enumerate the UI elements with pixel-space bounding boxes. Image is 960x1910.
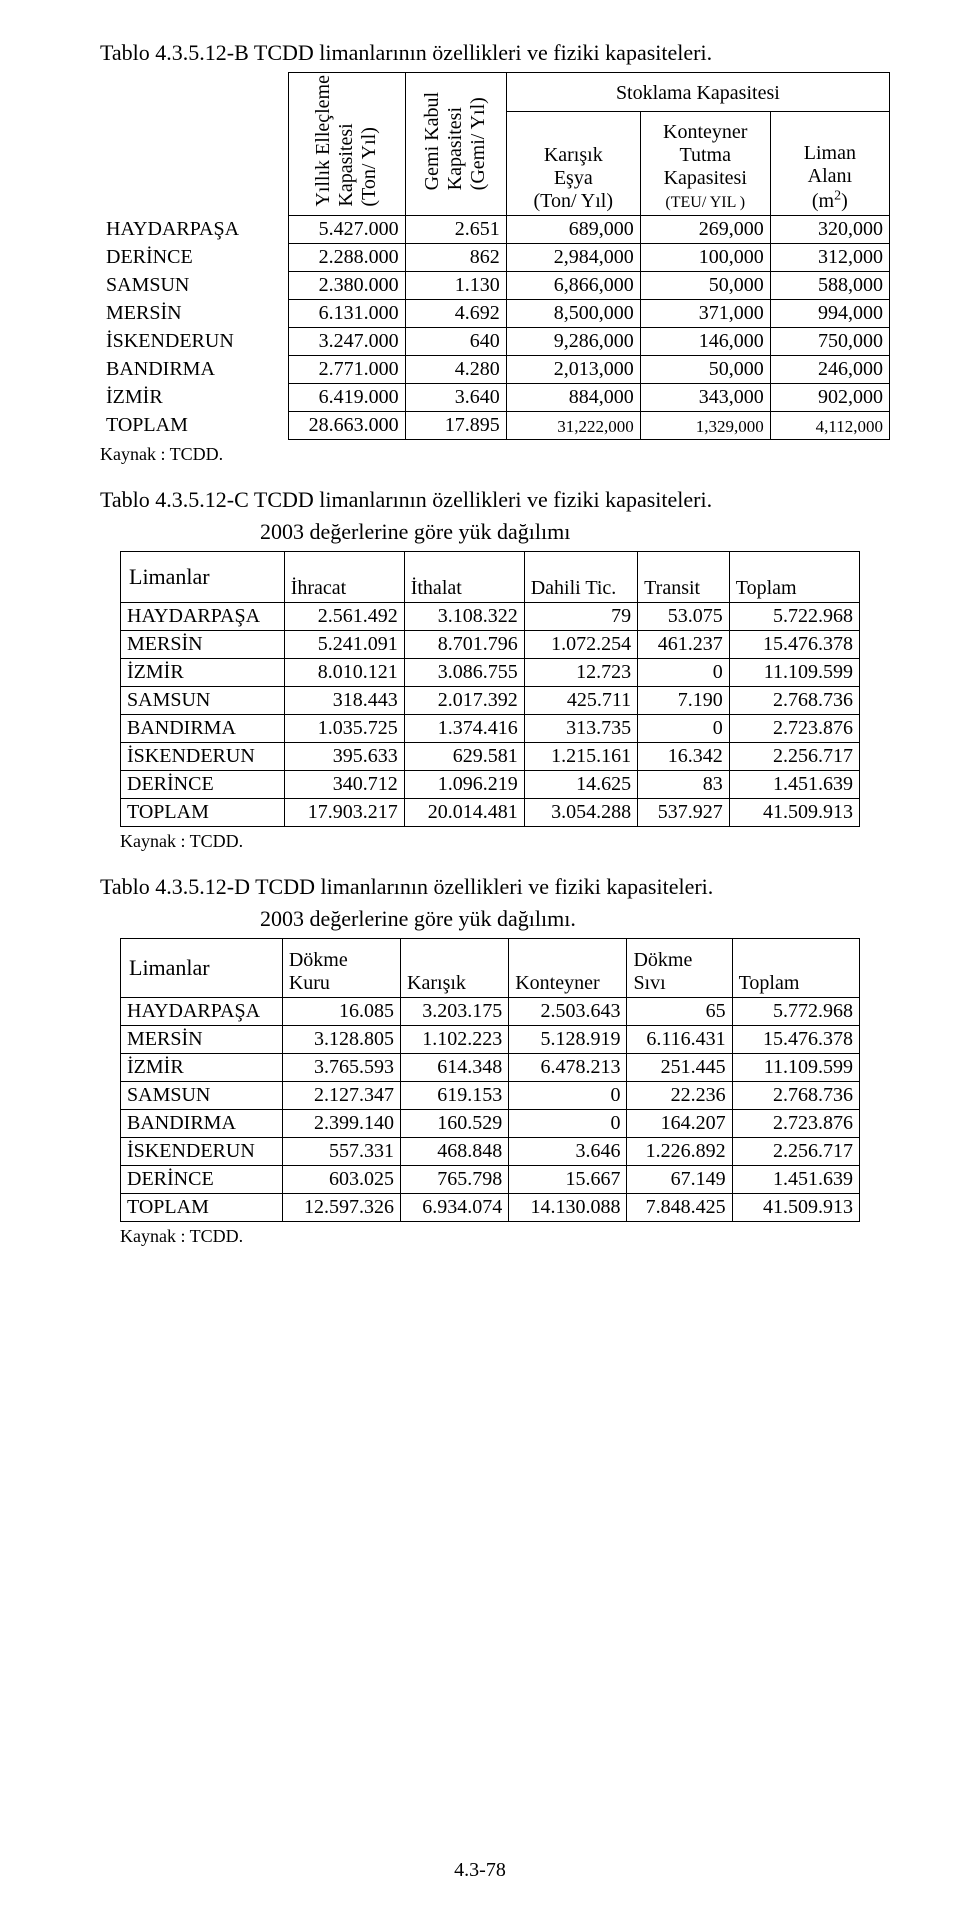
table-b-h3: Karışık Eşya (Ton/ Yıl) (506, 111, 640, 215)
table-b-stoklama: Stoklama Kapasitesi (506, 73, 889, 112)
table-row: SAMSUN2.380.0001.1306,866,00050,000588,0… (100, 271, 890, 299)
tc-h1: İhracat (284, 551, 404, 602)
table-row: SAMSUN2.127.347619.153022.2362.768.736 (121, 1081, 860, 1109)
table-b-source: Kaynak : TCDD. (100, 444, 890, 465)
table-c-source: Kaynak : TCDD. (120, 831, 890, 852)
td-h5: Toplam (732, 938, 859, 997)
table-row: İZMİR8.010.1213.086.75512.723011.109.599 (121, 658, 860, 686)
tc-h4: Transit (638, 551, 730, 602)
table-row: MERSİN5.241.0918.701.7961.072.254461.237… (121, 630, 860, 658)
tc-h2: İthalat (404, 551, 524, 602)
table-row: MERSİN3.128.8051.102.2235.128.9196.116.4… (121, 1025, 860, 1053)
table-row: DERİNCE340.7121.096.21914.625831.451.639 (121, 770, 860, 798)
table-row: BANDIRMA2.399.140160.5290164.2072.723.87… (121, 1109, 860, 1137)
table-b-h5: Liman Alanı (m2) (770, 111, 889, 215)
table-b: Yıllık Elleçleme Kapasitesi (Ton/ Yıl) G… (100, 72, 890, 440)
td-h4: DökmeSıvı (627, 938, 732, 997)
table-row: HAYDARPAŞA5.427.0002.651689,000269,00032… (100, 215, 890, 243)
table-d-title: Tablo 4.3.5.12-D TCDD limanlarının özell… (100, 874, 890, 900)
table-row: DERİNCE603.025765.79815.66767.1491.451.6… (121, 1165, 860, 1193)
table-row: TOPLAM12.597.3266.934.07414.130.0887.848… (121, 1193, 860, 1221)
table-c-subtitle: 2003 değerlerine göre yük dağılımı (260, 519, 890, 545)
td-h0: Limanlar (121, 938, 283, 997)
table-row: İZMİR6.419.0003.640884,000343,000902,000 (100, 383, 890, 411)
tc-h0: Limanlar (121, 551, 285, 602)
table-b-h4: Konteyner Tutma Kapasitesi (TEU/ YIL ) (640, 111, 770, 215)
table-row: HAYDARPAŞA2.561.4923.108.3227953.0755.72… (121, 602, 860, 630)
table-d-source: Kaynak : TCDD. (120, 1226, 890, 1247)
table-c: Limanlar İhracat İthalat Dahili Tic. Tra… (120, 551, 860, 827)
td-h3: Konteyner (509, 938, 627, 997)
table-row: DERİNCE2.288.0008622,984,000100,000312,0… (100, 243, 890, 271)
table-row: İZMİR3.765.593614.3486.478.213251.44511.… (121, 1053, 860, 1081)
tc-h3: Dahili Tic. (524, 551, 637, 602)
page-number: 4.3-78 (0, 1859, 960, 1882)
tc-h5: Toplam (729, 551, 859, 602)
table-row: TOPLAM28.663.00017.89531,222,0001,329,00… (100, 411, 890, 439)
table-b-h1: Yıllık Elleçleme Kapasitesi (Ton/ Yıl) (312, 75, 381, 207)
table-row: TOPLAM17.903.21720.014.4813.054.288537.9… (121, 798, 860, 826)
td-h1: DökmeKuru (282, 938, 400, 997)
table-row: BANDIRMA1.035.7251.374.416313.73502.723.… (121, 714, 860, 742)
table-b-h2: Gemi Kabul Kapasitesi (Gemi/ Yıl) (421, 92, 490, 190)
table-d: Limanlar DökmeKuru Karışık Konteyner Dök… (120, 938, 860, 1222)
td-h2: Karışık (401, 938, 509, 997)
table-row: İSKENDERUN557.331468.8483.6461.226.8922.… (121, 1137, 860, 1165)
table-row: İSKENDERUN3.247.0006409,286,000146,00075… (100, 327, 890, 355)
table-row: İSKENDERUN395.633629.5811.215.16116.3422… (121, 742, 860, 770)
table-row: SAMSUN318.4432.017.392425.7117.1902.768.… (121, 686, 860, 714)
table-c-title: Tablo 4.3.5.12-C TCDD limanlarının özell… (100, 487, 890, 513)
table-row: HAYDARPAŞA16.0853.203.1752.503.643655.77… (121, 997, 860, 1025)
table-b-title: Tablo 4.3.5.12-B TCDD limanlarının özell… (100, 40, 890, 66)
table-row: MERSİN6.131.0004.6928,500,000371,000994,… (100, 299, 890, 327)
table-row: BANDIRMA2.771.0004.2802,013,00050,000246… (100, 355, 890, 383)
table-d-subtitle: 2003 değerlerine göre yük dağılımı. (260, 906, 890, 932)
